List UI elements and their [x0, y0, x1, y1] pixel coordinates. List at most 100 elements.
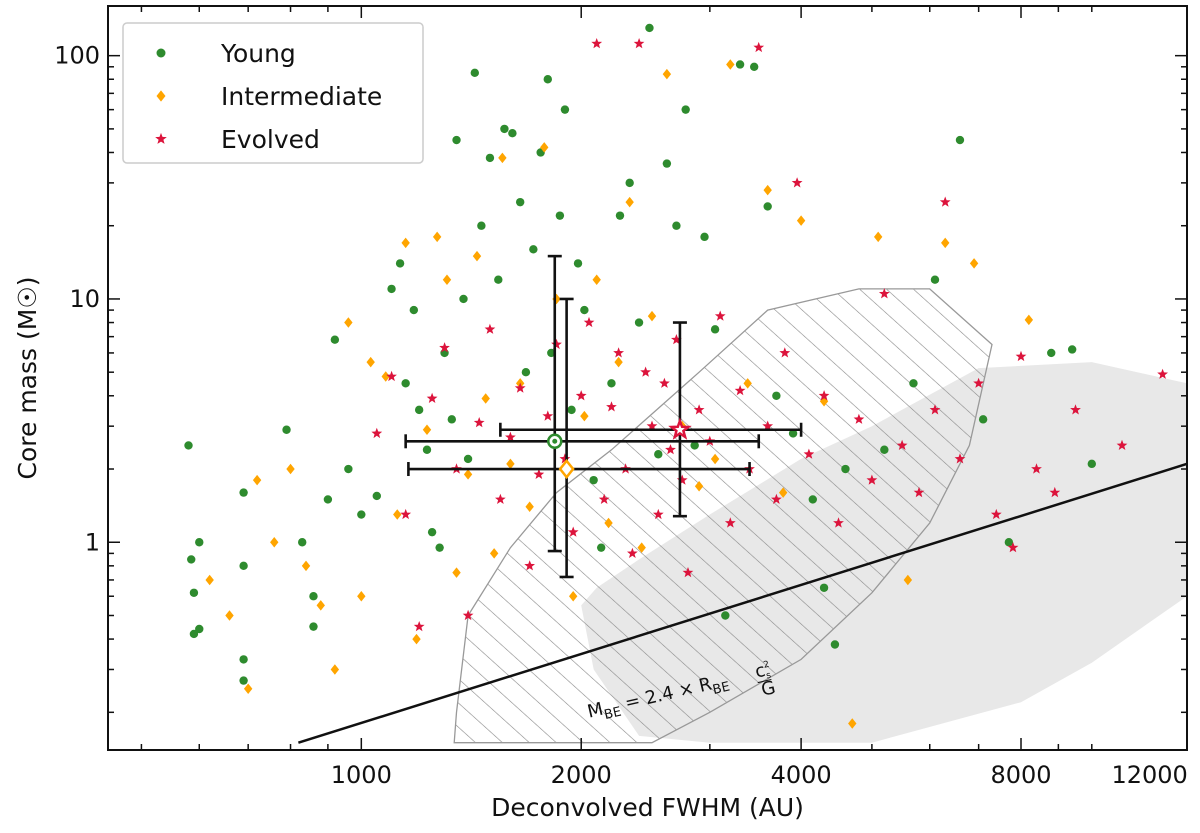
intermediate-point: [763, 184, 772, 196]
young-point: [195, 538, 204, 547]
evolved-point: [878, 288, 890, 299]
intermediate-point: [625, 196, 634, 208]
legend-marker-intermediate: [156, 90, 166, 102]
young-point: [189, 588, 199, 597]
legend-item-intermediate: Intermediate: [156, 82, 382, 111]
young-point: [589, 475, 598, 485]
evolved-point: [665, 444, 676, 455]
young-point: [239, 488, 248, 497]
evolved-point: [575, 390, 587, 401]
young-point: [187, 555, 196, 564]
x-tick-label: 12000: [1111, 761, 1187, 789]
young-point: [662, 159, 672, 168]
young-point: [427, 527, 437, 537]
young-point: [681, 105, 690, 114]
young-point: [414, 405, 424, 415]
evolved-point: [753, 41, 765, 53]
young-point: [808, 495, 817, 504]
evolved-point: [505, 431, 516, 442]
y-tick-labels: 1 10 100: [54, 42, 100, 557]
evolved-point: [779, 347, 791, 358]
young-point: [282, 425, 291, 434]
intermediate-point: [401, 237, 410, 249]
intermediate-point: [252, 474, 262, 486]
intermediate-point: [848, 718, 857, 729]
data-points: [184, 23, 1168, 729]
intermediate-point: [647, 310, 657, 322]
young-point: [1047, 348, 1056, 358]
evolved-point: [771, 493, 782, 504]
evolved-point: [833, 517, 844, 528]
evolved-point: [682, 567, 694, 578]
evolved-point: [973, 377, 984, 388]
young-point: [515, 197, 525, 207]
young-point: [634, 318, 644, 327]
intermediate-point: [580, 410, 589, 422]
annot-sub2: BE: [711, 679, 731, 697]
young-point: [930, 275, 940, 284]
young-point: [841, 464, 850, 474]
intermediate-point: [568, 590, 578, 602]
intermediate-point: [452, 567, 461, 578]
intermediate-point: [941, 237, 950, 249]
young-point: [239, 676, 248, 685]
young-point: [494, 275, 503, 284]
young-point: [560, 105, 570, 114]
young-point: [788, 429, 798, 438]
evolved-point: [791, 177, 803, 188]
intermediate-point: [463, 469, 473, 480]
evolved-point: [473, 417, 485, 428]
evolved-point: [371, 427, 383, 439]
young-point: [372, 491, 381, 501]
young-point: [645, 23, 654, 33]
plot-frame: [107, 5, 1188, 751]
intermediate-point: [710, 453, 720, 465]
evolved-point: [542, 410, 554, 421]
intermediate-point: [286, 463, 295, 475]
young-point: [819, 583, 829, 592]
young-point: [909, 379, 918, 388]
intermediate-median-marker: [558, 458, 575, 480]
young-point: [521, 367, 531, 377]
x-tick-label: 4000: [771, 761, 832, 789]
intermediate-point: [592, 274, 601, 285]
evolved-point: [1116, 439, 1128, 450]
evolved-point: [1049, 486, 1061, 498]
legend-marker-evolved: [155, 132, 167, 144]
young-point: [749, 62, 759, 71]
x-tick-label: 1000: [331, 761, 392, 789]
y-tick-label: 10: [69, 285, 100, 313]
young-point: [435, 543, 444, 552]
intermediate-point: [662, 68, 672, 80]
intermediate-point: [270, 537, 279, 548]
young-point: [189, 629, 199, 639]
legend-box: [122, 22, 424, 164]
evolved-point: [640, 366, 651, 377]
hatched-region: [453, 288, 993, 744]
evolved-point: [627, 547, 638, 558]
evolved-point: [591, 38, 603, 49]
young-errorbar: [404, 254, 761, 553]
intermediate-point: [225, 610, 234, 621]
intermediate-point: [614, 356, 623, 368]
young-point: [447, 415, 456, 424]
intermediate-point: [969, 258, 979, 269]
young-point: [409, 305, 419, 315]
young-point: [543, 75, 552, 84]
evolved-point: [724, 517, 736, 528]
young-point: [672, 221, 681, 230]
x-tick-label: 2000: [551, 761, 612, 789]
evolved-point: [533, 468, 545, 479]
young-point: [700, 232, 709, 242]
evolved-point: [613, 347, 624, 358]
evolved-point: [818, 390, 830, 401]
evolved-point: [954, 453, 966, 464]
young-point: [596, 543, 606, 552]
young-point: [955, 135, 965, 145]
evolved-median-marker: [668, 417, 692, 440]
young-point: [298, 538, 307, 547]
evolved-point: [734, 385, 746, 396]
be-annotation-fraction: cs2 G: [753, 660, 778, 701]
evolved-point: [714, 310, 726, 321]
